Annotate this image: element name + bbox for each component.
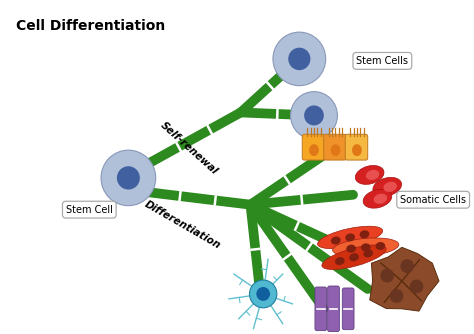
Ellipse shape [345,233,355,241]
FancyBboxPatch shape [328,286,339,332]
Ellipse shape [375,242,385,250]
Ellipse shape [333,238,399,257]
Circle shape [256,287,270,301]
Ellipse shape [352,144,362,156]
FancyBboxPatch shape [345,134,368,160]
Text: Stem Cells: Stem Cells [356,56,409,66]
Ellipse shape [356,165,384,184]
Circle shape [249,280,277,308]
FancyBboxPatch shape [315,287,327,331]
Text: Cell Differentiation: Cell Differentiation [16,19,165,33]
FancyBboxPatch shape [342,288,354,330]
Ellipse shape [330,144,340,156]
Ellipse shape [363,189,392,208]
Text: Differentiation: Differentiation [142,199,222,250]
Text: Somatic Cells: Somatic Cells [400,195,466,205]
Circle shape [304,106,324,126]
Circle shape [273,32,326,86]
Circle shape [401,259,414,273]
Text: Stem Cell: Stem Cell [66,205,113,215]
Circle shape [390,289,403,303]
Circle shape [410,280,423,293]
Ellipse shape [318,226,383,248]
Ellipse shape [331,236,341,244]
Ellipse shape [374,194,387,204]
Circle shape [117,166,140,190]
FancyBboxPatch shape [324,134,346,160]
Ellipse shape [360,230,369,238]
Ellipse shape [335,257,345,265]
Ellipse shape [309,144,319,156]
Ellipse shape [361,243,371,251]
Ellipse shape [366,170,379,180]
Circle shape [101,150,156,206]
Polygon shape [370,247,439,311]
Ellipse shape [349,253,359,261]
Ellipse shape [364,249,373,258]
Circle shape [288,48,310,70]
Circle shape [380,269,394,283]
FancyBboxPatch shape [302,134,325,160]
Ellipse shape [346,244,356,253]
Ellipse shape [322,245,386,270]
Text: Self-renewal: Self-renewal [158,120,219,176]
Circle shape [291,92,337,139]
Ellipse shape [373,177,401,196]
Ellipse shape [383,182,397,192]
